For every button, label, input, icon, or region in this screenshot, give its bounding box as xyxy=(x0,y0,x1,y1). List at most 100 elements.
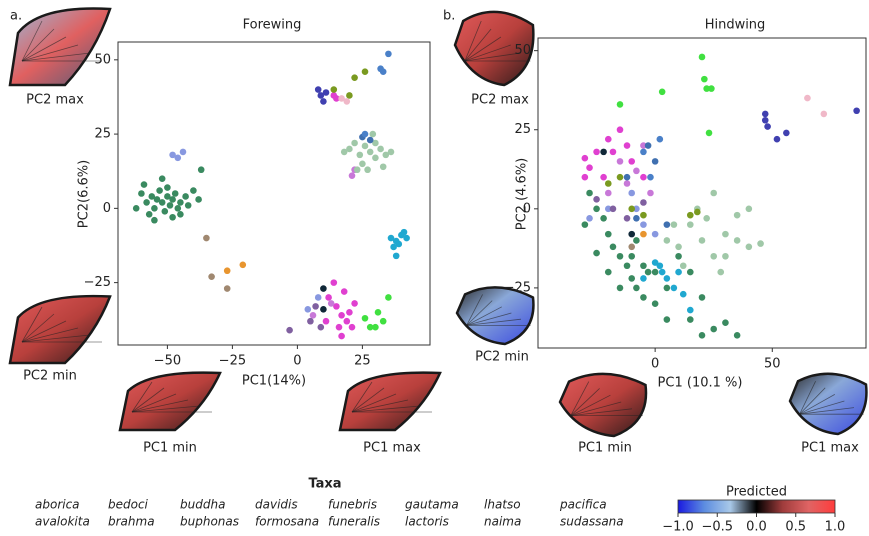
colorbar-tick-label: −0.5 xyxy=(701,520,733,535)
wing-label: PC1 min xyxy=(578,441,632,456)
scatter-point xyxy=(359,160,366,167)
scatter-point xyxy=(224,267,231,274)
wing-shape xyxy=(457,287,533,344)
scatter-point xyxy=(146,211,153,218)
scatter-point xyxy=(375,309,382,316)
scatter-point xyxy=(628,243,635,250)
legend-item: avalokita xyxy=(35,515,90,529)
scatter-point xyxy=(633,237,640,244)
legend-item: lhatso xyxy=(484,498,521,512)
scatter-point xyxy=(582,155,589,162)
scatter-point xyxy=(143,199,150,206)
scatter-point xyxy=(377,146,384,153)
scatter-point xyxy=(628,275,635,282)
legend-title: Taxa xyxy=(308,477,341,492)
scatter-point xyxy=(605,136,612,143)
scatter-point xyxy=(240,261,247,268)
scatter-point xyxy=(746,243,753,250)
scatter-point xyxy=(734,237,741,244)
scatter-point xyxy=(593,149,600,156)
scatter-point xyxy=(722,231,729,238)
scatter-point xyxy=(675,253,682,260)
scatter-point xyxy=(617,101,624,108)
scatter-point xyxy=(357,152,364,159)
scatter-point xyxy=(640,221,647,228)
scatter-point xyxy=(640,149,647,156)
scatter-point xyxy=(664,221,671,228)
scatter-point xyxy=(323,89,330,96)
scatter-point xyxy=(734,212,741,219)
scatter-point xyxy=(175,205,182,212)
y-axis-label: PC2 (4.6%) xyxy=(515,158,530,231)
legend-item: bedoci xyxy=(108,498,149,512)
scatter-point xyxy=(645,269,652,276)
scatter-point xyxy=(318,324,325,331)
scatter-point xyxy=(156,187,163,194)
y-tick-label: 0 xyxy=(523,201,531,216)
x-tick-label: −25 xyxy=(219,354,246,369)
scatter-point xyxy=(628,206,635,213)
scatter-point xyxy=(628,231,635,238)
scatter-point xyxy=(370,131,377,138)
y-tick-label: −25 xyxy=(84,275,111,290)
scatter-point xyxy=(640,275,647,282)
scatter-point xyxy=(351,74,358,81)
scatter-point xyxy=(167,202,174,209)
scatter-point xyxy=(198,166,205,173)
wing-image xyxy=(340,373,440,430)
scatter-point xyxy=(328,300,335,307)
scatter-point xyxy=(640,294,647,301)
legend-item: sudassana xyxy=(560,515,624,529)
scatter-point xyxy=(774,136,781,143)
wing-label: PC1 min xyxy=(143,441,197,456)
scatter-point xyxy=(310,312,317,319)
scatter-point xyxy=(593,196,600,203)
wing-label: PC2 min xyxy=(475,350,529,365)
scatter-point xyxy=(600,149,607,156)
scatter-point xyxy=(341,288,348,295)
scatter-point xyxy=(349,172,356,179)
scatter-point xyxy=(380,68,387,75)
scatter-point xyxy=(659,88,666,95)
scatter-point xyxy=(628,190,635,197)
scatter-point xyxy=(224,285,231,292)
scatter-point xyxy=(180,149,187,156)
legend-item: funebris xyxy=(328,498,377,512)
legend-item: buddha xyxy=(180,498,225,512)
legend-item: buphonas xyxy=(180,515,239,529)
scatter-point xyxy=(762,117,769,124)
figure: a.ForewingPC1(14%)PC2(6.6%)−50−25025−250… xyxy=(0,0,869,536)
wing-image xyxy=(120,373,220,430)
scatter-point xyxy=(640,231,647,238)
y-tick-label: 0 xyxy=(103,201,111,216)
scatter-point xyxy=(640,212,647,219)
wing-label: PC2 min xyxy=(23,369,77,384)
scatter-point xyxy=(624,174,631,181)
scatter-point xyxy=(687,269,694,276)
scatter-point xyxy=(582,221,589,228)
x-axis-label: PC1 (10.1 %) xyxy=(658,376,743,391)
scatter-point xyxy=(699,294,706,301)
scatter-point xyxy=(610,206,617,213)
scatter-point xyxy=(325,294,332,301)
scatter-point xyxy=(640,262,647,269)
scatter-point xyxy=(351,140,358,147)
x-tick-label: −50 xyxy=(154,354,181,369)
colorbar-tick-label: −1.0 xyxy=(662,520,694,535)
wing-image xyxy=(457,287,533,344)
scatter-point xyxy=(185,202,192,209)
scatter-point xyxy=(710,326,717,333)
scatter-point xyxy=(605,190,612,197)
scatter-point xyxy=(346,309,353,316)
y-axis-label: PC2(6.6%) xyxy=(77,160,92,228)
scatter-point xyxy=(344,98,351,105)
wing-shape xyxy=(340,373,440,430)
legend-item: formosana xyxy=(255,515,319,529)
scatter-point xyxy=(746,206,753,213)
scatter-point xyxy=(151,217,158,224)
scatter-point xyxy=(628,253,635,260)
scatter-point xyxy=(593,250,600,257)
scatter-point xyxy=(617,253,624,260)
scatter-point xyxy=(640,199,647,206)
wing-shape xyxy=(10,9,110,86)
